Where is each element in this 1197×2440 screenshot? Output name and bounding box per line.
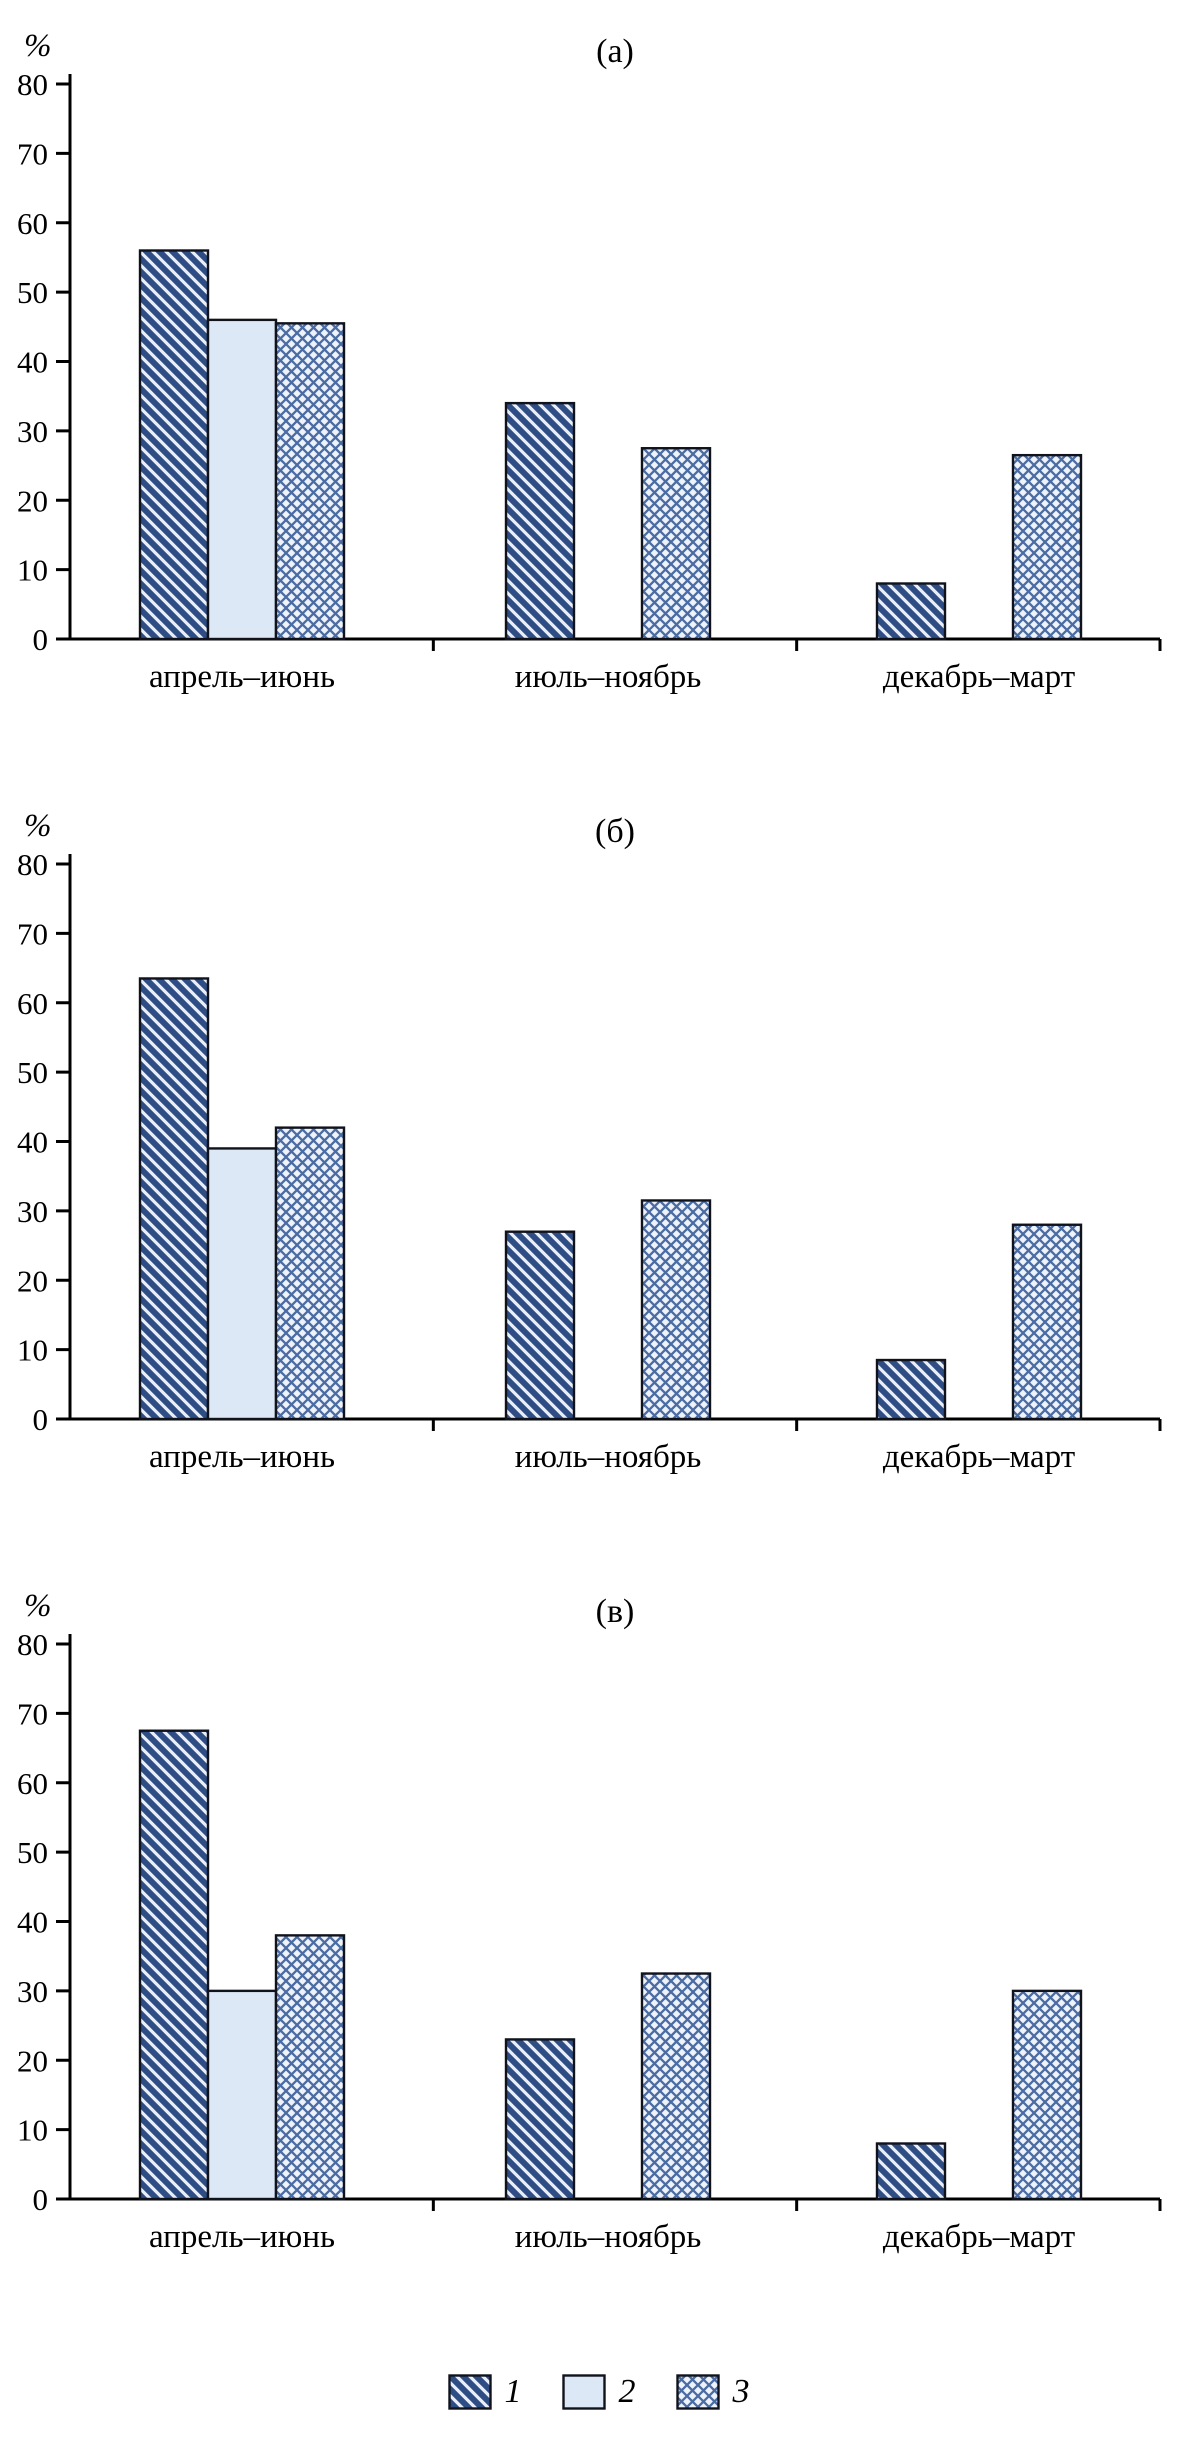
y-tick-label: 10 [17, 553, 48, 588]
bar-series-2-cat-0 [206, 318, 278, 641]
y-tick-label: 60 [17, 206, 48, 241]
y-tick-label: 20 [17, 1263, 48, 1298]
x-category-label: апрель–июнь [149, 2219, 335, 2255]
y-tick-label: 80 [17, 1627, 48, 1662]
bar-series-3-cat-1 [640, 1972, 712, 2201]
bar-series-3-cat-0 [274, 322, 346, 641]
legend-label: 1 [504, 2373, 522, 2410]
y-tick-label: 20 [17, 483, 48, 518]
y-axis-unit-label: % [24, 28, 52, 64]
x-category-label: декабрь–март [883, 659, 1075, 695]
bar-series-1-cat-2 [875, 1358, 947, 1421]
chart-svg-1: (б)% 0 10 20 30 40 50 60 70 80 апрель–июнь июль–ноя… [17, 808, 1162, 1475]
y-tick-label: 50 [17, 275, 48, 310]
y-tick-label: 60 [17, 986, 48, 1021]
bar-series-3-cat-2 [1011, 1223, 1083, 1421]
legend-swatch-crosshatch [675, 2374, 720, 2410]
bar-series-3-cat-2 [1011, 1989, 1083, 2201]
legend-swatch-solid-light [561, 2374, 606, 2410]
legend-label: 3 [732, 2373, 750, 2410]
y-tick-label: 40 [17, 1905, 48, 1940]
bar-series-2-cat-0 [206, 1147, 278, 1421]
y-tick-label: 50 [17, 1835, 48, 1870]
bar-series-2-cat-0 [206, 1989, 278, 2201]
y-tick-label: 70 [17, 136, 48, 171]
y-tick-label: 0 [33, 2182, 49, 2217]
bar-series-3-cat-1 [640, 447, 712, 641]
y-tick-label: 60 [17, 1766, 48, 1801]
y-tick-label: 50 [17, 1055, 48, 1090]
x-category-label: декабрь–март [883, 2219, 1075, 2255]
bar-series-1-cat-1 [504, 2038, 576, 2201]
y-tick-label: 40 [17, 1125, 48, 1160]
legend-item-3: 3 [675, 2373, 750, 2411]
y-tick-label: 40 [17, 345, 48, 380]
bar-series-1-cat-1 [504, 1230, 576, 1421]
bar-series-1-cat-0 [138, 249, 210, 641]
y-tick-label: 30 [17, 414, 48, 449]
x-category-label: декабрь–март [883, 1439, 1075, 1475]
y-tick-label: 30 [17, 1974, 48, 2009]
bar-series-1-cat-0 [138, 1729, 210, 2201]
x-category-label: апрель–июнь [149, 1439, 335, 1475]
legend: 1 2 3 [0, 2356, 1197, 2428]
bar-series-3-cat-1 [640, 1199, 712, 1421]
y-axis-unit-label: % [24, 1588, 52, 1624]
bar-series-1-cat-1 [504, 401, 576, 641]
y-tick-label: 0 [33, 1402, 49, 1437]
chart-panel-v: (в)% 0 10 20 30 40 50 60 70 80 апрель–июнь июль–ноя… [0, 1574, 1197, 2354]
y-tick-label: 70 [17, 916, 48, 951]
y-tick-label: 70 [17, 1696, 48, 1731]
y-tick-label: 30 [17, 1194, 48, 1229]
legend-label: 2 [618, 2373, 636, 2410]
x-category-label: апрель–июнь [149, 659, 335, 695]
bar-series-1-cat-2 [875, 582, 947, 641]
chart-panel-b: (б)% 0 10 20 30 40 50 60 70 80 апрель–июнь июль–ноя… [0, 794, 1197, 1574]
y-tick-label: 80 [17, 847, 48, 882]
chart-svg-2: (в)% 0 10 20 30 40 50 60 70 80 апрель–июнь июль–ноя… [17, 1588, 1162, 2255]
y-tick-label: 80 [17, 67, 48, 102]
panel-title: (б) [595, 813, 635, 850]
panel-title: (а) [596, 33, 634, 70]
panel-title: (в) [596, 1593, 635, 1630]
bar-series-3-cat-0 [274, 1934, 346, 2201]
bar-series-3-cat-2 [1011, 453, 1083, 641]
chart-panel-a: (а)% 0 10 20 30 40 50 60 70 80 апрель–июнь июль–ноя… [0, 14, 1197, 794]
y-tick-label: 20 [17, 2043, 48, 2078]
x-category-label: июль–ноябрь [515, 659, 702, 695]
chart-svg-0: (а)% 0 10 20 30 40 50 60 70 80 апрель–июнь июль–ноя… [17, 28, 1162, 695]
x-category-label: июль–ноябрь [515, 1439, 702, 1475]
bar-series-1-cat-0 [138, 977, 210, 1421]
bar-series-3-cat-0 [274, 1126, 346, 1421]
y-tick-label: 10 [17, 2113, 48, 2148]
legend-item-2: 2 [561, 2373, 636, 2411]
legend-swatch-diagonal-hatch [447, 2374, 492, 2410]
bar-series-1-cat-2 [875, 2142, 947, 2201]
x-category-label: июль–ноябрь [515, 2219, 702, 2255]
y-axis-unit-label: % [24, 808, 52, 844]
y-tick-label: 10 [17, 1333, 48, 1368]
y-tick-label: 0 [33, 622, 49, 657]
legend-item-1: 1 [447, 2373, 522, 2411]
